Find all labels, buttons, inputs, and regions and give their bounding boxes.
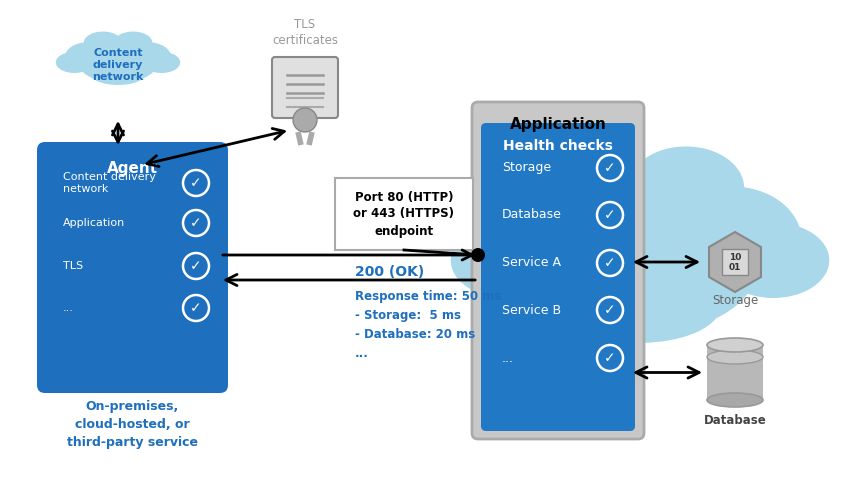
- Text: Service B: Service B: [502, 303, 560, 316]
- Ellipse shape: [479, 187, 616, 294]
- Text: TLS: TLS: [63, 261, 83, 271]
- Text: On-premises,
cloud-hosted, or
third-party service: On-premises, cloud-hosted, or third-part…: [67, 400, 198, 449]
- Ellipse shape: [84, 32, 122, 54]
- Text: ✓: ✓: [603, 256, 615, 270]
- Text: ✓: ✓: [603, 161, 615, 175]
- Ellipse shape: [706, 338, 762, 352]
- Text: Response time: 50 ms
- Storage:  5 ms
- Database: 20 ms
...: Response time: 50 ms - Storage: 5 ms - D…: [355, 290, 501, 360]
- Text: ✓: ✓: [603, 351, 615, 365]
- Text: ✓: ✓: [603, 303, 615, 317]
- FancyBboxPatch shape: [480, 123, 635, 431]
- Ellipse shape: [143, 52, 179, 72]
- Ellipse shape: [525, 206, 754, 334]
- FancyBboxPatch shape: [334, 178, 473, 250]
- Ellipse shape: [451, 223, 561, 297]
- Text: ...: ...: [63, 303, 74, 313]
- Text: Service A: Service A: [502, 256, 560, 269]
- Ellipse shape: [80, 48, 155, 82]
- Text: ✓: ✓: [190, 301, 201, 315]
- FancyBboxPatch shape: [272, 57, 338, 118]
- Ellipse shape: [66, 43, 110, 72]
- Text: 01: 01: [728, 263, 740, 272]
- Ellipse shape: [56, 52, 92, 72]
- Ellipse shape: [536, 147, 651, 229]
- FancyBboxPatch shape: [472, 102, 643, 439]
- Text: Health checks: Health checks: [502, 139, 612, 153]
- Text: ✓: ✓: [190, 259, 201, 273]
- Text: TLS
certificates: TLS certificates: [272, 18, 338, 47]
- Ellipse shape: [706, 350, 762, 364]
- Text: 10: 10: [728, 253, 740, 263]
- Text: ✓: ✓: [190, 216, 201, 230]
- FancyBboxPatch shape: [37, 142, 228, 393]
- Ellipse shape: [125, 43, 171, 72]
- Ellipse shape: [662, 187, 800, 294]
- Text: Database: Database: [502, 208, 561, 221]
- Polygon shape: [706, 345, 762, 400]
- Ellipse shape: [114, 32, 152, 54]
- Ellipse shape: [706, 393, 762, 407]
- Text: Application: Application: [63, 218, 125, 228]
- Text: ✓: ✓: [603, 208, 615, 222]
- Text: ✓: ✓: [190, 176, 201, 190]
- Text: Port 80 (HTTP)
or 443 (HTTPS)
endpoint: Port 80 (HTTP) or 443 (HTTPS) endpoint: [353, 191, 454, 238]
- Text: 200 (OK): 200 (OK): [355, 265, 424, 279]
- Text: ...: ...: [502, 351, 514, 364]
- Ellipse shape: [628, 147, 743, 229]
- Text: Content delivery
network: Content delivery network: [63, 172, 156, 194]
- FancyBboxPatch shape: [721, 249, 747, 275]
- Circle shape: [293, 108, 316, 132]
- Ellipse shape: [717, 223, 827, 297]
- Text: Application: Application: [509, 117, 606, 132]
- Text: Database: Database: [703, 414, 765, 427]
- Circle shape: [471, 248, 485, 262]
- Text: Storage: Storage: [711, 294, 757, 307]
- Text: Agent: Agent: [107, 160, 158, 176]
- Polygon shape: [708, 232, 760, 292]
- Text: Storage: Storage: [502, 161, 550, 175]
- Ellipse shape: [91, 64, 144, 84]
- Ellipse shape: [559, 268, 720, 342]
- Text: Content
delivery
network: Content delivery network: [92, 48, 143, 83]
